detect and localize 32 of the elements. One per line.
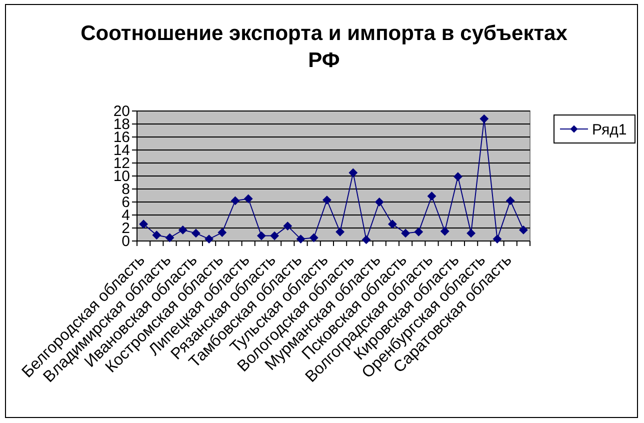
point: [401, 228, 410, 238]
point: [348, 168, 358, 178]
point: [152, 230, 161, 240]
point: [362, 235, 371, 244]
chart-title: Соотношение экспорта и импорта в субъектах РФ: [80, 22, 568, 72]
point: [310, 233, 318, 242]
point: [192, 228, 200, 238]
point: [322, 196, 332, 204]
point: [480, 114, 488, 124]
point: [270, 232, 279, 240]
point: [204, 234, 214, 244]
point: [492, 234, 502, 244]
legend-label: Ряд1: [592, 121, 627, 138]
point: [375, 198, 384, 206]
point: [165, 233, 174, 242]
point: [230, 196, 240, 205]
point: [427, 192, 436, 200]
point: [440, 226, 450, 236]
point: [388, 220, 397, 228]
point: [519, 226, 528, 234]
point: [139, 220, 148, 228]
point: [466, 228, 476, 238]
point: [178, 226, 188, 234]
point: [336, 228, 344, 236]
point: [218, 228, 226, 237]
point: [296, 234, 306, 244]
point: [244, 194, 253, 204]
point: [257, 232, 266, 240]
point: [506, 196, 515, 205]
point: [414, 228, 423, 236]
point: [454, 172, 462, 181]
point: [283, 222, 292, 230]
